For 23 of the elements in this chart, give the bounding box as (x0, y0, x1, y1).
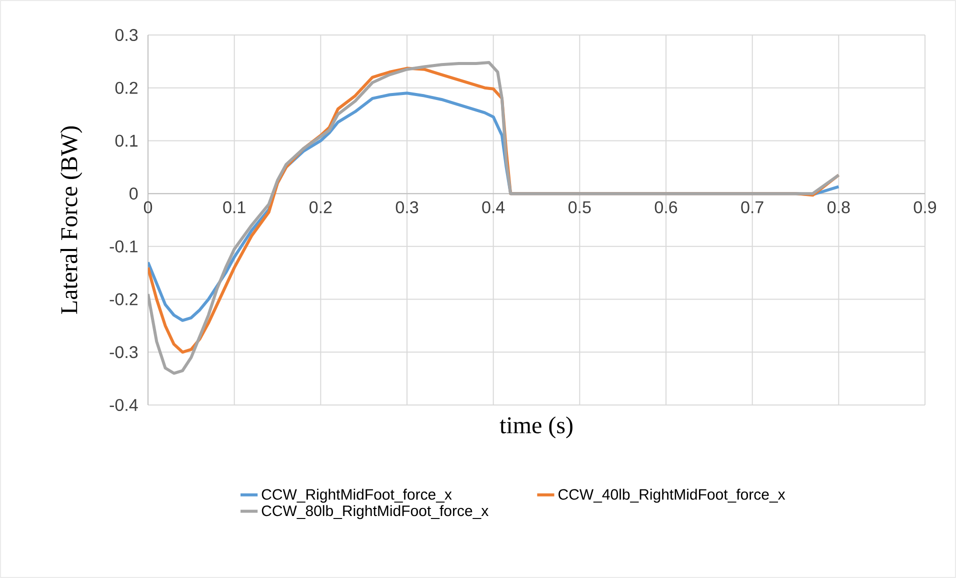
x-tick-label: 0.3 (396, 201, 418, 214)
y-tick-label: -0.2 (110, 293, 138, 306)
x-tick-label: 0.6 (654, 201, 678, 214)
x-tick-label: 0.4 (482, 201, 505, 214)
y-tick-label: 0.3 (115, 28, 138, 42)
x-tick-label: 0 (144, 201, 152, 214)
y-tick-label: -0.3 (110, 346, 138, 358)
legend-label: CCW_40lb_RightMidFoot_force_x (558, 488, 786, 503)
y-tick-label: 0 (130, 188, 138, 200)
x-tick-label: 0.2 (310, 201, 332, 214)
x-axis-title: time (s) (500, 416, 572, 438)
y-axis-title: Lateral Force (BW) (60, 126, 82, 314)
legend-label: CCW_RightMidFoot_force_x (262, 488, 452, 503)
x-tick-label: 0.9 (914, 201, 936, 214)
x-tick-label: 0.7 (741, 201, 764, 214)
x-tick-label: 0.5 (568, 201, 591, 214)
y-tick-label: 0.2 (115, 82, 138, 94)
x-tick-label: 0.8 (828, 201, 850, 214)
legend-label: CCW_80lb_RightMidFoot_force_x (262, 505, 488, 520)
y-tick-label: 0.1 (115, 134, 138, 147)
y-tick-label: -0.4 (110, 398, 138, 412)
y-tick-label: -0.1 (110, 240, 138, 252)
x-tick-label: 0.1 (223, 201, 246, 214)
